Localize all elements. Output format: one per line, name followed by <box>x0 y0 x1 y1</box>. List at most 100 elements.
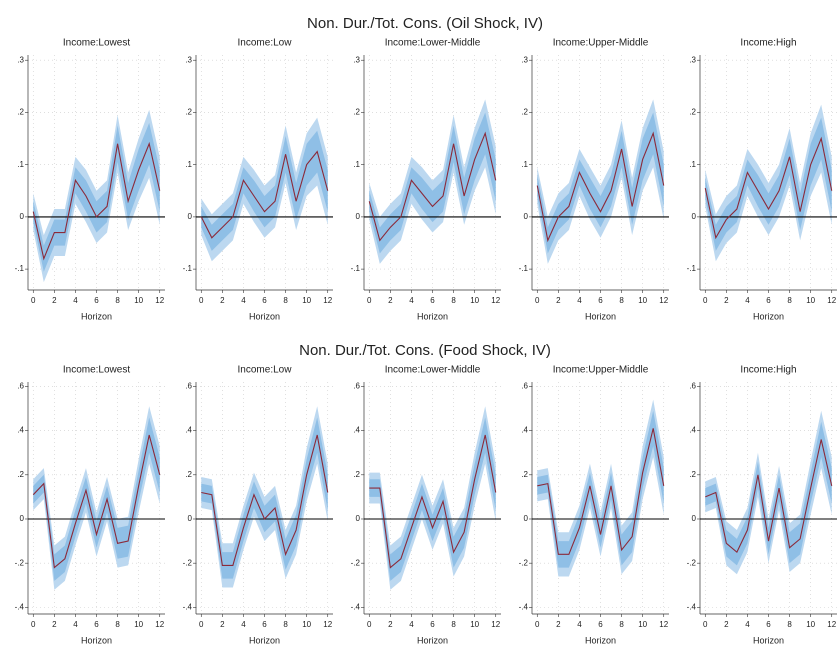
panel-title: Income:Upper-Middle <box>553 365 649 376</box>
y-tick-label: 0 <box>692 212 697 221</box>
y-tick-label: -.2 <box>687 558 697 567</box>
line <box>536 131 665 243</box>
y-tick-label: .6 <box>185 382 192 391</box>
x-tick-label: 8 <box>283 620 288 629</box>
y-tick-label: -.4 <box>519 602 529 611</box>
y-tick-label: .2 <box>17 470 24 479</box>
row-title: Non. Dur./Tot. Cons. (Food Shock, IV) <box>299 342 551 359</box>
x-tick-label: 2 <box>556 296 561 305</box>
x-tick-label: 2 <box>388 620 393 629</box>
confidence-band <box>705 117 832 251</box>
x-tick-label: 8 <box>451 620 456 629</box>
x-tick-label: 2 <box>724 296 729 305</box>
confidence-band <box>537 410 664 568</box>
confidence-band <box>201 130 328 251</box>
line <box>705 439 833 554</box>
y-tick-label: 0 <box>356 514 361 523</box>
x-tick-label: 6 <box>766 620 771 629</box>
confidence-band <box>369 112 496 254</box>
y-tick-label: .1 <box>17 160 24 169</box>
x-tick-label: 12 <box>491 620 500 629</box>
x-tick-label: 12 <box>827 296 836 305</box>
confidence-band <box>201 417 328 579</box>
y-tick-label: 0 <box>20 514 25 523</box>
panel-title: Income:Lower-Middle <box>385 38 481 49</box>
y-tick-label: .2 <box>521 470 528 479</box>
y-tick-label: -.1 <box>15 264 25 273</box>
x-tick-label: 6 <box>94 296 99 305</box>
panel-title: Income:High <box>740 365 796 376</box>
x-tick-label: 6 <box>430 620 435 629</box>
x-tick-label: 8 <box>451 296 456 305</box>
y-tick-label: .1 <box>185 160 192 169</box>
x-tick-label: 12 <box>155 296 164 305</box>
y-tick-label: 0 <box>692 514 697 523</box>
x-tick-label: 12 <box>155 620 164 629</box>
y-tick-label: .1 <box>353 160 360 169</box>
y-tick-label: .3 <box>689 55 696 64</box>
x-tick-label: 8 <box>115 620 120 629</box>
x-tick-label: 0 <box>199 620 204 629</box>
y-tick-label: .1 <box>521 160 528 169</box>
y-tick-label: 0 <box>20 212 25 221</box>
x-tick-label: 10 <box>638 296 647 305</box>
x-tick-label: 0 <box>199 296 204 305</box>
x-tick-label: 2 <box>556 620 561 629</box>
panel-title: Income:Upper-Middle <box>553 38 649 49</box>
y-tick-label: .2 <box>353 108 360 117</box>
x-axis-label: Horizon <box>81 635 112 645</box>
y-tick-label: .4 <box>689 426 696 435</box>
x-tick-label: 10 <box>134 296 143 305</box>
y-tick-label: 0 <box>524 514 529 523</box>
x-tick-label: 10 <box>806 296 815 305</box>
x-tick-label: 4 <box>73 296 78 305</box>
x-tick-label: 12 <box>323 620 332 629</box>
y-tick-label: .6 <box>353 382 360 391</box>
y-tick-label: -.4 <box>183 602 193 611</box>
x-tick-label: 4 <box>241 620 246 629</box>
x-tick-label: 4 <box>577 296 582 305</box>
confidence-band <box>537 112 664 254</box>
x-tick-label: 6 <box>430 296 435 305</box>
y-tick-label: .2 <box>521 108 528 117</box>
y-tick-label: -.1 <box>687 264 697 273</box>
y-tick-label: .4 <box>353 426 360 435</box>
x-tick-label: 0 <box>31 296 36 305</box>
panel-title: Income:Lower-Middle <box>385 365 481 376</box>
y-tick-label: .2 <box>17 108 24 117</box>
x-tick-label: 8 <box>619 296 624 305</box>
x-tick-label: 2 <box>52 296 57 305</box>
y-tick-label: 0 <box>188 212 193 221</box>
x-tick-label: 6 <box>598 296 603 305</box>
x-tick-label: 10 <box>638 620 647 629</box>
panel-title: Income:Lowest <box>63 38 130 49</box>
x-tick-label: 4 <box>241 296 246 305</box>
panel-title: Income:Lowest <box>63 365 130 376</box>
x-tick-label: 2 <box>724 620 729 629</box>
y-tick-label: .2 <box>689 108 696 117</box>
x-tick-label: 12 <box>827 620 836 629</box>
y-tick-label: .3 <box>17 55 24 64</box>
x-tick-label: 0 <box>31 620 36 629</box>
y-tick-label: -.1 <box>519 264 529 273</box>
x-tick-label: 4 <box>577 620 582 629</box>
y-tick-label: .4 <box>185 426 192 435</box>
y-tick-label: .6 <box>689 382 696 391</box>
y-tick-label: -.2 <box>519 558 529 567</box>
line <box>368 131 497 242</box>
x-tick-label: 10 <box>302 620 311 629</box>
x-tick-label: 6 <box>766 296 771 305</box>
x-axis-label: Horizon <box>417 635 448 645</box>
x-tick-label: 2 <box>52 620 57 629</box>
y-tick-label: 0 <box>524 212 529 221</box>
x-axis-label: Horizon <box>417 311 448 321</box>
x-tick-label: 4 <box>409 296 414 305</box>
x-axis-label: Horizon <box>249 311 280 321</box>
confidence-band <box>705 421 832 566</box>
y-tick-label: .3 <box>353 55 360 64</box>
x-tick-label: 0 <box>367 296 372 305</box>
confidence-band <box>705 104 832 262</box>
y-tick-label: .6 <box>521 382 528 391</box>
x-tick-label: 10 <box>470 296 479 305</box>
x-tick-label: 10 <box>302 296 311 305</box>
